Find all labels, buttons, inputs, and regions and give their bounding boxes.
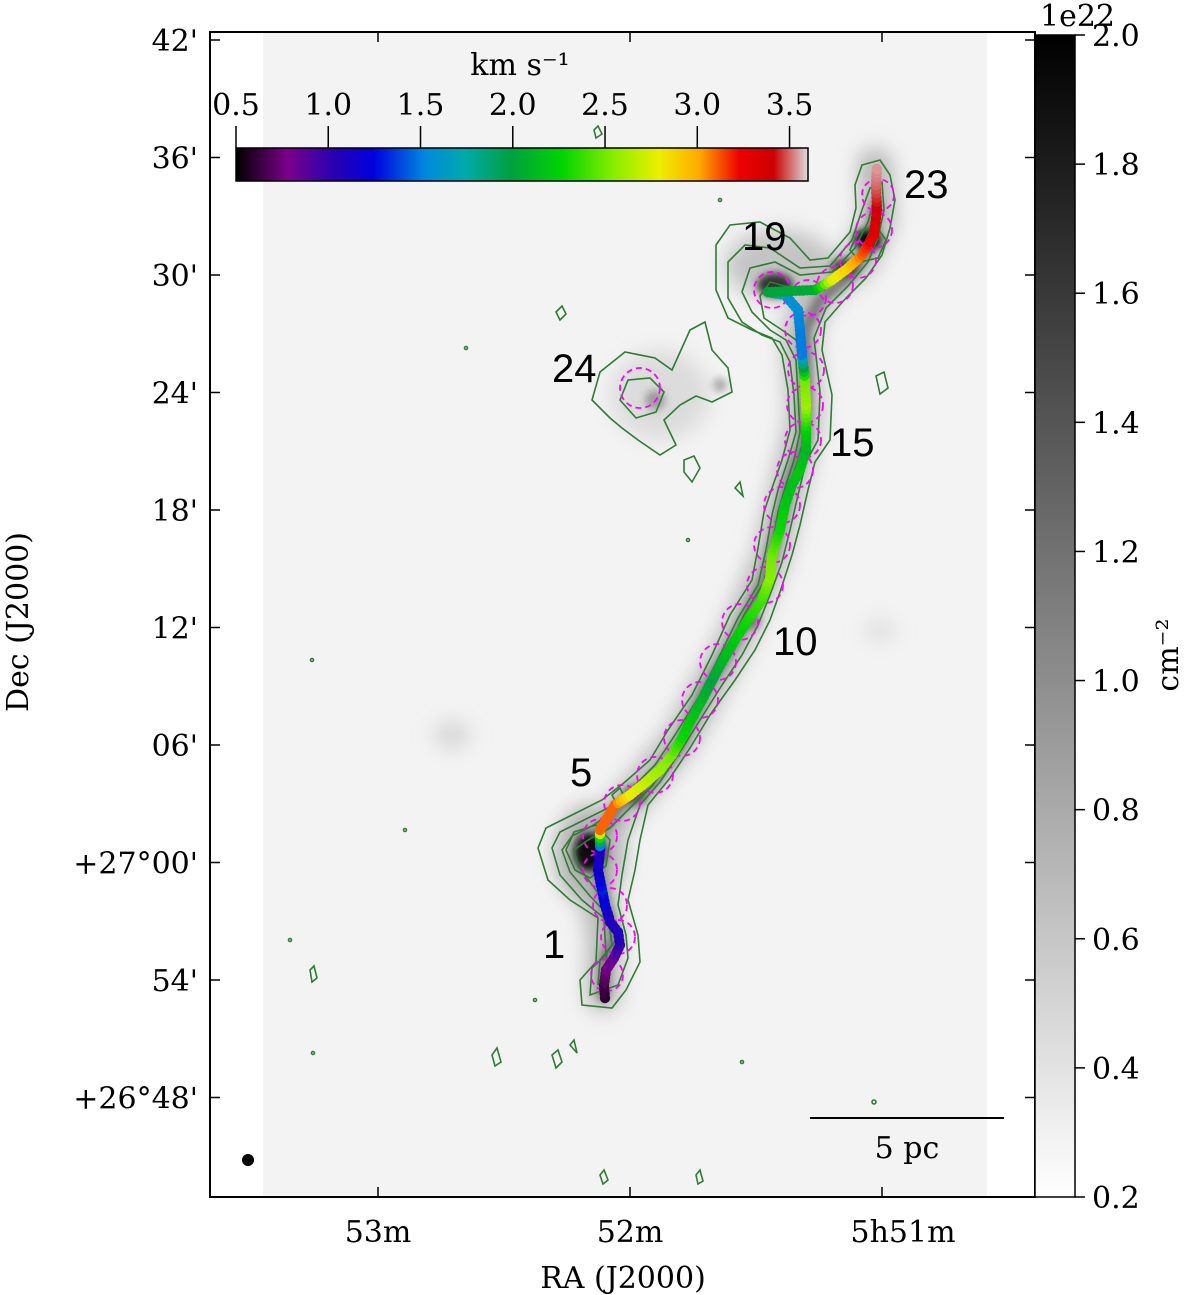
y-tick-label: 36' <box>152 142 198 177</box>
y-tick-label: 06' <box>152 729 198 764</box>
density-tick-label: 1.2 <box>1092 535 1140 570</box>
density-colorbar: 0.2 0.4 0.6 0.8 1.0 1.2 1.4 1.6 1.8 2.0 1e22 cm⁻² <box>1034 0 1186 1216</box>
velocity-tick-label: 2.5 <box>581 88 629 123</box>
contour-24-spur <box>683 454 701 484</box>
x-axis: 53m 52m 5h51m RA (J2000) <box>345 32 956 1295</box>
velocity-tick-label: 2.0 <box>489 88 537 123</box>
segment-label-1: 1 <box>543 923 565 967</box>
velocity-colorbar: 0.5 1.0 1.5 2.0 2.5 3.0 3.5 km s⁻¹ <box>212 48 813 182</box>
density-tick-label: 1.4 <box>1092 406 1140 441</box>
density-tick-label: 0.4 <box>1092 1052 1140 1087</box>
x-tick-5h51m: 5h51m <box>850 1215 955 1250</box>
plot-area: 1 5 10 15 19 23 24 5 pc 0.5 1.0 1.5 2.0 2.5 3… <box>209 31 1036 1198</box>
segment-label-15: 15 <box>830 421 875 465</box>
y-tick-label: 18' <box>152 494 198 529</box>
density-colorbar-scale: 1e22 <box>1040 0 1115 34</box>
contour-24 <box>591 320 733 456</box>
scale-bar-label: 5 pc <box>875 1131 940 1166</box>
segment-label-24: 24 <box>552 347 597 391</box>
density-tick-label: 0.2 <box>1092 1181 1140 1216</box>
y-tick-label: 42' <box>152 24 198 59</box>
segment-label-5: 5 <box>570 751 592 795</box>
y-tick-label: 30' <box>152 259 198 294</box>
velocity-colorbar-ticks: 0.5 1.0 1.5 2.0 2.5 3.0 3.5 <box>212 88 813 148</box>
density-tick-label: 0.6 <box>1092 923 1140 958</box>
velocity-tick-label: 3.0 <box>673 88 721 123</box>
segment-labels: 1 5 10 15 19 23 24 <box>543 163 949 967</box>
y-tick-label: 54' <box>152 964 198 999</box>
velocity-colorbar-label: km s⁻¹ <box>470 48 569 83</box>
density-tick-label: 1.0 <box>1092 665 1140 700</box>
segment-label-23: 23 <box>904 163 949 207</box>
y-tick-label: 12' <box>152 612 198 647</box>
velocity-tick-label: 1.0 <box>304 88 352 123</box>
y-tick-label: 24' <box>152 377 198 412</box>
x-tick-52m: 52m <box>597 1215 664 1250</box>
velocity-colorbar-fill <box>235 147 809 182</box>
spine-point <box>871 163 882 175</box>
segment-label-19: 19 <box>742 215 787 259</box>
scale-bar: 5 pc <box>810 1117 1004 1166</box>
density-colorbar-label: cm⁻² <box>1151 618 1186 691</box>
y-tick-label: +27°00' <box>73 847 198 882</box>
density-tick-label: 2.0 <box>1092 19 1140 54</box>
x-tick-53m: 53m <box>345 1215 412 1250</box>
velocity-tick-label: 0.5 <box>212 88 260 123</box>
density-tick-label: 1.8 <box>1092 148 1140 183</box>
velocity-tick-label: 1.5 <box>397 88 445 123</box>
segment-label-10: 10 <box>773 620 818 664</box>
y-axis: 42' 36' 30' 24' 18' 12' 06' +27°00' 54' +26°48' D… <box>1 24 1035 1117</box>
contour-main-inner-1 <box>551 180 885 997</box>
density-tick-label: 0.8 <box>1092 794 1140 829</box>
density-colorbar-fill <box>1034 34 1076 1198</box>
density-tick-label: 1.6 <box>1092 277 1140 312</box>
beam-marker <box>242 1154 254 1166</box>
filament-spine <box>592 163 883 1004</box>
contour-24-inner <box>619 377 665 419</box>
x-axis-label: RA (J2000) <box>540 1261 706 1295</box>
y-axis-label: Dec (J2000) <box>1 532 36 712</box>
y-tick-label: +26°48' <box>73 1082 198 1117</box>
velocity-tick-label: 3.5 <box>766 88 814 123</box>
